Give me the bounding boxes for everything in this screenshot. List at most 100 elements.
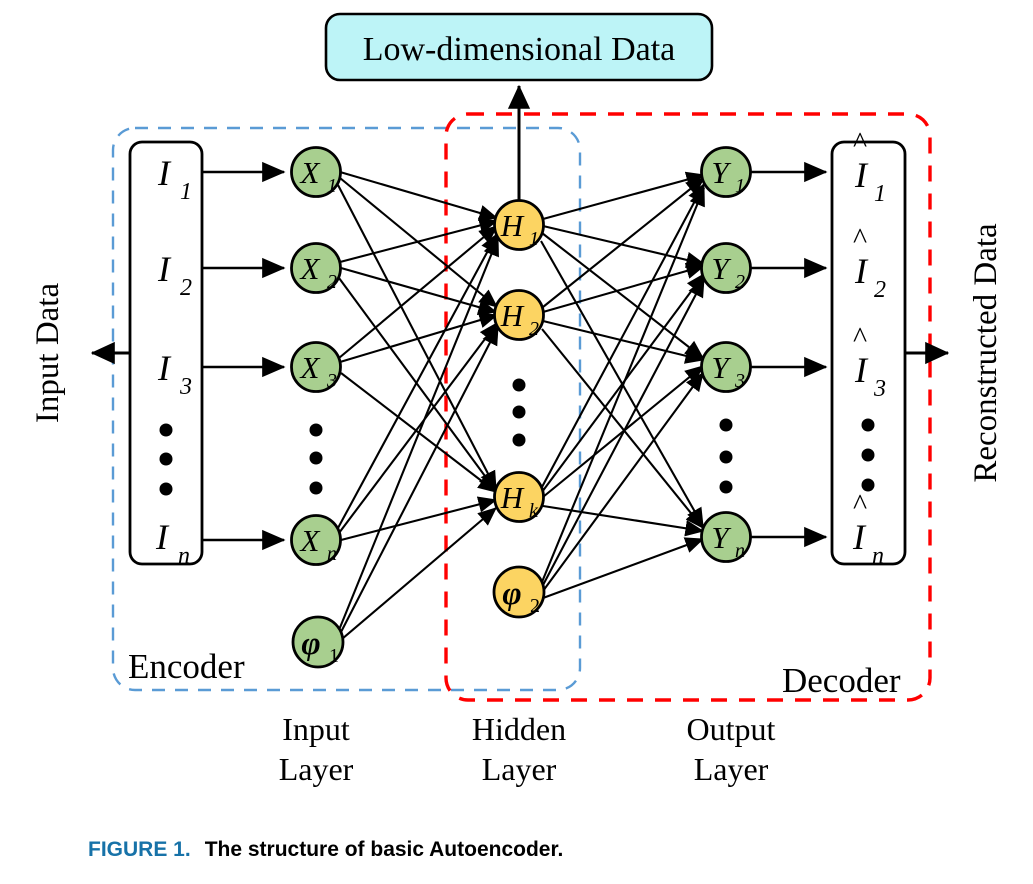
input-item-base: I (155, 517, 170, 557)
hidden-layer-label: Hidden Layer (472, 711, 566, 787)
node-Yn[interactable]: Y n (700, 511, 752, 563)
node-H1[interactable]: H 1 (493, 199, 545, 251)
input-box-item: I 2 (157, 249, 192, 301)
output-layer-ellipsis (719, 418, 733, 494)
input-item-base: I (157, 153, 172, 193)
input-data-box (128, 140, 204, 566)
node-label: Y (711, 251, 731, 286)
hat-accent: ^ (853, 488, 867, 521)
output-layer-nodes: Y 1 Y 2 Y 3 Y n (700, 146, 752, 563)
reconstructed-data-box (830, 140, 907, 566)
node-sublabel: 1 (327, 175, 337, 197)
reconstructed-data-label: Reconstructed Data (968, 223, 1004, 483)
node-label: X (299, 251, 321, 286)
hat-accent: ^ (853, 321, 867, 354)
node-sublabel: n (735, 540, 745, 562)
encoder-region (111, 126, 582, 692)
node-sublabel: 2 (735, 271, 745, 293)
node-sublabel: 2 (327, 271, 337, 293)
output-item-sub: n (872, 543, 884, 569)
output-box-item: ^ I 3 (853, 321, 886, 402)
input-box-ellipsis (159, 423, 173, 496)
input-box-item: I 1 (157, 153, 192, 205)
node-label: H (500, 480, 525, 515)
input-layer-nodes: X 1 X 2 X 3 X n φ 1 (290, 146, 345, 669)
svg-text:Output: Output (687, 711, 776, 747)
node-label: X (299, 155, 321, 190)
svg-text:Layer: Layer (694, 751, 769, 787)
decoder-edges (540, 171, 706, 599)
encoder-label: Encoder (128, 647, 245, 686)
node-sublabel: k (529, 500, 539, 522)
node-label: H (500, 298, 525, 333)
node-H2[interactable]: H 2 (493, 289, 545, 341)
input-item-base: I (157, 348, 172, 388)
input-layer-label: Input Layer (279, 711, 354, 787)
Y-to-output-arrows (750, 161, 828, 548)
input-item-sub: 3 (179, 374, 192, 400)
input-data-label: Input Data (30, 283, 66, 424)
node-label: Y (711, 520, 731, 555)
figure-caption-text: The structure of basic Autoencoder. (204, 838, 564, 861)
output-item-sub: 2 (874, 277, 886, 303)
svg-text:Layer: Layer (482, 751, 557, 787)
node-Y2[interactable]: Y 2 (700, 242, 752, 294)
input-to-X-arrows (202, 161, 286, 551)
output-box-items: ^ I 1 ^ I 2 ^ I 3 ^ I n (852, 126, 886, 569)
node-sublabel: 1 (529, 228, 539, 250)
node-label: Y (711, 350, 731, 385)
figure-caption: FIGURE 1. The structure of basic Autoenco… (88, 838, 563, 862)
output-box-item: ^ I 2 (853, 222, 886, 303)
node-sublabel: 2 (529, 318, 539, 340)
svg-text:Hidden: Hidden (472, 711, 566, 747)
svg-text:Input: Input (282, 711, 350, 747)
svg-text:Layer: Layer (279, 751, 354, 787)
input-item-sub: 1 (180, 179, 192, 205)
hat-accent: ^ (853, 222, 867, 255)
node-label: φ (301, 626, 320, 662)
node-X3[interactable]: X 3 (290, 341, 342, 393)
output-item-base: I (854, 350, 869, 390)
output-box-item: ^ I n (852, 488, 884, 569)
node-Y1[interactable]: Y 1 (700, 146, 752, 198)
output-layer-label: Output Layer (687, 711, 776, 787)
decoder-region (444, 112, 932, 702)
output-item-base: I (854, 251, 869, 291)
node-sublabel: 1 (329, 645, 339, 667)
hidden-layer-ellipsis (512, 378, 526, 447)
node-X2[interactable]: X 2 (290, 242, 342, 294)
node-label: Y (711, 155, 731, 190)
node-sublabel: 3 (734, 370, 745, 392)
output-item-sub: 3 (873, 376, 886, 402)
output-item-base: I (854, 155, 869, 195)
node-X1[interactable]: X 1 (290, 146, 342, 198)
output-item-base: I (852, 517, 867, 557)
node-Y3[interactable]: Y 3 (700, 341, 752, 393)
node-phi1-bias[interactable]: φ 1 (291, 615, 345, 669)
output-box-ellipsis (861, 418, 875, 492)
input-box-item: I n (155, 517, 190, 569)
input-item-sub: n (178, 543, 190, 569)
node-label: X (299, 350, 321, 385)
input-item-base: I (157, 249, 172, 289)
node-sublabel: 1 (735, 175, 745, 197)
node-label: H (500, 208, 525, 243)
input-item-sub: 2 (180, 275, 192, 301)
output-item-sub: 1 (874, 181, 886, 207)
node-Xn[interactable]: X n (290, 514, 342, 566)
node-sublabel: 2 (530, 595, 540, 617)
decoder-label: Decoder (782, 661, 901, 700)
node-phi2-bias[interactable]: φ 2 (492, 565, 546, 619)
input-layer-ellipsis (309, 423, 323, 495)
hidden-layer-nodes: H 1 H 2 H k φ 2 (492, 199, 546, 619)
node-label: φ (502, 576, 521, 612)
output-box-item: ^ I 1 (853, 126, 886, 207)
node-label: X (299, 523, 321, 558)
lowdim-data-label: Low-dimensional Data (363, 31, 676, 68)
node-sublabel: 3 (326, 370, 337, 392)
node-Hk[interactable]: H k (493, 471, 545, 523)
figure-number: FIGURE 1. (88, 838, 191, 861)
encoder-edges (337, 170, 499, 640)
lowdim-data-box (324, 12, 714, 82)
